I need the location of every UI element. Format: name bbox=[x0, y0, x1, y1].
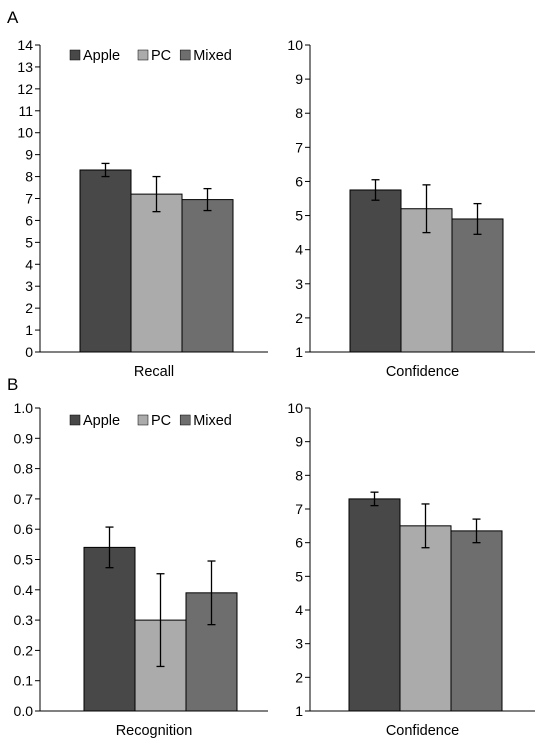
legend-label-pc: PC bbox=[151, 413, 171, 429]
chart-3: 0.0 0.1 0.2 0.3 0.4 0.5 0.6 0.7 0.8 0.9 1.0 Recogni… bbox=[14, 400, 268, 738]
y-tick-label: 12 bbox=[17, 81, 33, 97]
bar-pc bbox=[130, 193, 183, 353]
y-tick-label: 0.4 bbox=[14, 582, 34, 598]
bar-apple bbox=[79, 169, 132, 353]
y-tick-label: 8 bbox=[295, 105, 303, 121]
y-tick-label: 1 bbox=[295, 703, 303, 719]
bar-pc bbox=[399, 525, 452, 712]
y-tick-label: 9 bbox=[295, 434, 303, 450]
panel-label-a: A bbox=[7, 8, 19, 27]
y-tick-label: 2 bbox=[295, 310, 303, 326]
bar-apple bbox=[348, 498, 401, 712]
legend-label-apple: Apple bbox=[83, 413, 120, 429]
y-tick-label: 7 bbox=[295, 501, 303, 517]
y-tick-label: 9 bbox=[295, 71, 303, 87]
y-tick-label: 6 bbox=[25, 212, 33, 228]
y-tick-label: 10 bbox=[287, 37, 303, 53]
chart-4: 1 2 3 4 5 6 7 8 9 10 Confidence bbox=[287, 400, 535, 738]
y-tick-label: 7 bbox=[295, 139, 303, 155]
y-tick-label: 1 bbox=[25, 322, 33, 338]
y-tick-label: 4 bbox=[295, 602, 303, 618]
y-tick-label: 5 bbox=[295, 208, 303, 224]
bar-mixed bbox=[450, 530, 503, 712]
y-tick-label: 2 bbox=[295, 669, 303, 685]
y-tick-label: 0.6 bbox=[14, 521, 34, 537]
y-tick-label: 0 bbox=[25, 344, 33, 360]
y-tick-label: 3 bbox=[295, 636, 303, 652]
y-tick-label: 0.8 bbox=[14, 461, 34, 477]
x-axis-label: Recall bbox=[134, 364, 174, 380]
legend-swatch-mixed bbox=[179, 49, 191, 61]
y-tick-label: 8 bbox=[295, 467, 303, 483]
y-tick-label: 0.7 bbox=[14, 491, 34, 507]
legend-label-mixed: Mixed bbox=[193, 48, 232, 64]
legend-label-apple: Apple bbox=[83, 48, 120, 64]
y-tick-label: 10 bbox=[287, 400, 303, 416]
legend-label-pc: PC bbox=[151, 48, 171, 64]
x-axis-label: Confidence bbox=[386, 723, 459, 738]
bar-apple bbox=[349, 189, 402, 353]
bar-mixed bbox=[181, 199, 234, 353]
y-tick-label: 0.5 bbox=[14, 552, 34, 568]
y-tick-label: 1 bbox=[295, 344, 303, 360]
y-tick-label: 7 bbox=[25, 191, 33, 207]
y-tick-label: 8 bbox=[25, 169, 33, 185]
y-tick-label: 0.2 bbox=[14, 642, 34, 658]
y-tick-label: 3 bbox=[25, 278, 33, 294]
y-tick-label: 0.3 bbox=[14, 612, 34, 628]
x-axis-label: Recognition bbox=[116, 723, 193, 738]
y-tick-label: 14 bbox=[17, 37, 33, 53]
legend-swatch-apple bbox=[69, 414, 81, 426]
y-tick-label: 5 bbox=[25, 234, 33, 250]
legend-swatch-pc bbox=[137, 414, 149, 426]
y-tick-label: 0.1 bbox=[14, 673, 34, 689]
y-tick-label: 0.9 bbox=[14, 430, 34, 446]
bar-apple bbox=[83, 546, 136, 712]
legend-swatch-mixed bbox=[179, 414, 191, 426]
y-tick-label: 1.0 bbox=[14, 400, 34, 416]
legend-label-mixed: Mixed bbox=[193, 413, 232, 429]
y-tick-label: 2 bbox=[25, 300, 33, 316]
bar-mixed bbox=[451, 218, 504, 353]
legend-swatch-apple bbox=[69, 49, 81, 61]
y-tick-label: 9 bbox=[25, 147, 33, 163]
y-tick-label: 10 bbox=[17, 125, 33, 141]
y-tick-label: 6 bbox=[295, 535, 303, 551]
y-tick-label: 3 bbox=[295, 276, 303, 292]
legend-swatch-pc bbox=[137, 49, 149, 61]
panel-label-b: B bbox=[7, 375, 19, 394]
y-tick-label: 0.0 bbox=[14, 703, 34, 719]
chart-2: 1 2 3 4 5 6 7 8 9 10 Confidence bbox=[287, 37, 535, 380]
y-tick-label: 5 bbox=[295, 568, 303, 584]
y-tick-label: 4 bbox=[295, 242, 303, 258]
y-tick-label: 11 bbox=[18, 103, 33, 119]
x-axis-label: Confidence bbox=[386, 364, 459, 380]
y-tick-label: 6 bbox=[295, 173, 303, 189]
y-tick-label: 13 bbox=[17, 59, 33, 75]
y-tick-label: 4 bbox=[25, 256, 33, 272]
